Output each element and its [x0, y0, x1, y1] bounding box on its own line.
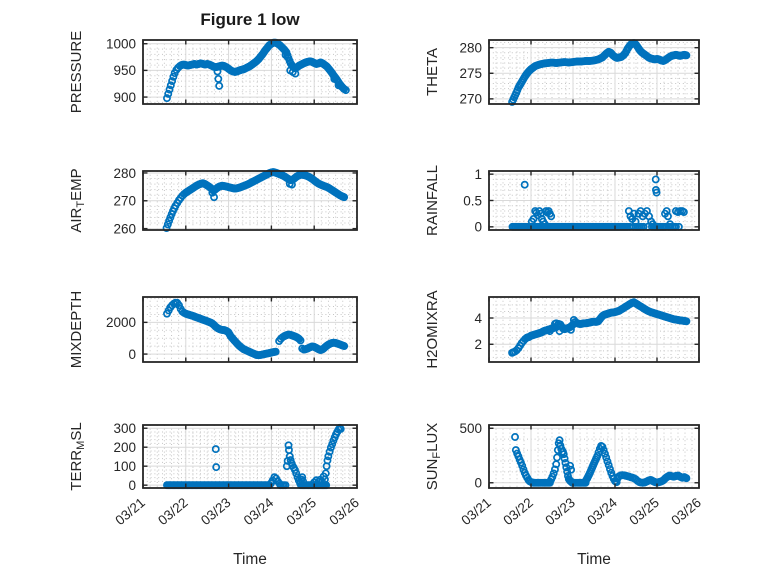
xtick-label: 03/22: [155, 495, 191, 528]
xtick-label: 03/24: [241, 495, 277, 529]
ytick-label: 280: [459, 40, 482, 55]
subplot-terr_msl: 0100200300TERRM​SL03/2103/2203/2303/2403…: [68, 421, 362, 528]
ytick-label: 2: [474, 337, 482, 352]
subplot-mixdepth: 0 2000 MIXDEPTH: [68, 291, 358, 368]
ytick-label: 260: [113, 221, 136, 236]
xtick-label: 03/26: [668, 495, 704, 528]
ytick-label: 0: [128, 478, 136, 493]
subplot-rainfall: 0 0.5 1 RAINFALL: [424, 165, 700, 236]
xtick-label: 03/25: [626, 495, 662, 528]
ylabel-mixdepth: MIXDEPTH: [68, 291, 85, 369]
ytick-label: 300: [113, 421, 136, 436]
x-axis-label-right: Time: [577, 551, 611, 568]
ylabel-terr_msl: TERRM​SL: [68, 422, 87, 490]
ytick-label: 200: [113, 440, 136, 455]
ylabel-pressure: PRESSURE: [68, 31, 85, 114]
subplot-air_temp: 260 270 280 AIRT​EMP: [68, 166, 358, 236]
ytick-label: 100: [113, 459, 136, 474]
xtick-label: 03/22: [500, 495, 536, 528]
xtick-label: 03/24: [584, 495, 620, 529]
ylabel-h2omixra: H2OMIXRA: [424, 290, 441, 368]
subplot-sun_flux: 0 500 SUNF​LUX 03/2103/2203/2303/2403/2503/…: [424, 421, 704, 528]
ytick-label: 280: [113, 166, 136, 181]
xtick-label: 03/23: [542, 495, 578, 528]
ytick-label: 2000: [106, 315, 136, 330]
ytick-label: 0.5: [463, 193, 482, 208]
ytick-label: 950: [113, 63, 136, 78]
ytick-label: 0: [128, 347, 136, 362]
ylabel-theta: THETA: [424, 48, 441, 96]
xtick-label: 03/26: [326, 495, 362, 528]
xtick-label: 03/23: [198, 495, 234, 528]
ylabel-sun_flux: SUNF​LUX: [424, 423, 443, 491]
ytick-label: 0: [474, 220, 482, 235]
xtick-label: 03/25: [284, 495, 320, 528]
ytick-label: 275: [459, 66, 482, 81]
ylabel-air_temp: AIRT​EMP: [68, 168, 87, 232]
x-axis-label-left: Time: [233, 551, 267, 568]
ytick-label: 0: [474, 476, 482, 491]
ytick-label: 1: [474, 167, 482, 182]
subplot-theta: 270 275 280 THETA: [424, 39, 700, 107]
ylabel-rainfall: RAINFALL: [424, 165, 441, 236]
figure-title: Figure 1 low: [200, 10, 300, 29]
ytick-label: 270: [113, 194, 136, 209]
ytick-label: 4: [474, 311, 482, 326]
subplot-pressure: 900 950 1000 PRESSURE: [68, 31, 358, 113]
xtick-label: 03/21: [458, 495, 494, 528]
ytick-label: 1000: [106, 37, 136, 52]
subplot-h2omixra: 2 4 H2OMIXRA: [424, 290, 700, 369]
xtick-label: 03/21: [112, 495, 148, 528]
ytick-label: 500: [459, 421, 482, 436]
ytick-label: 900: [113, 90, 136, 105]
ytick-label: 270: [459, 92, 482, 107]
